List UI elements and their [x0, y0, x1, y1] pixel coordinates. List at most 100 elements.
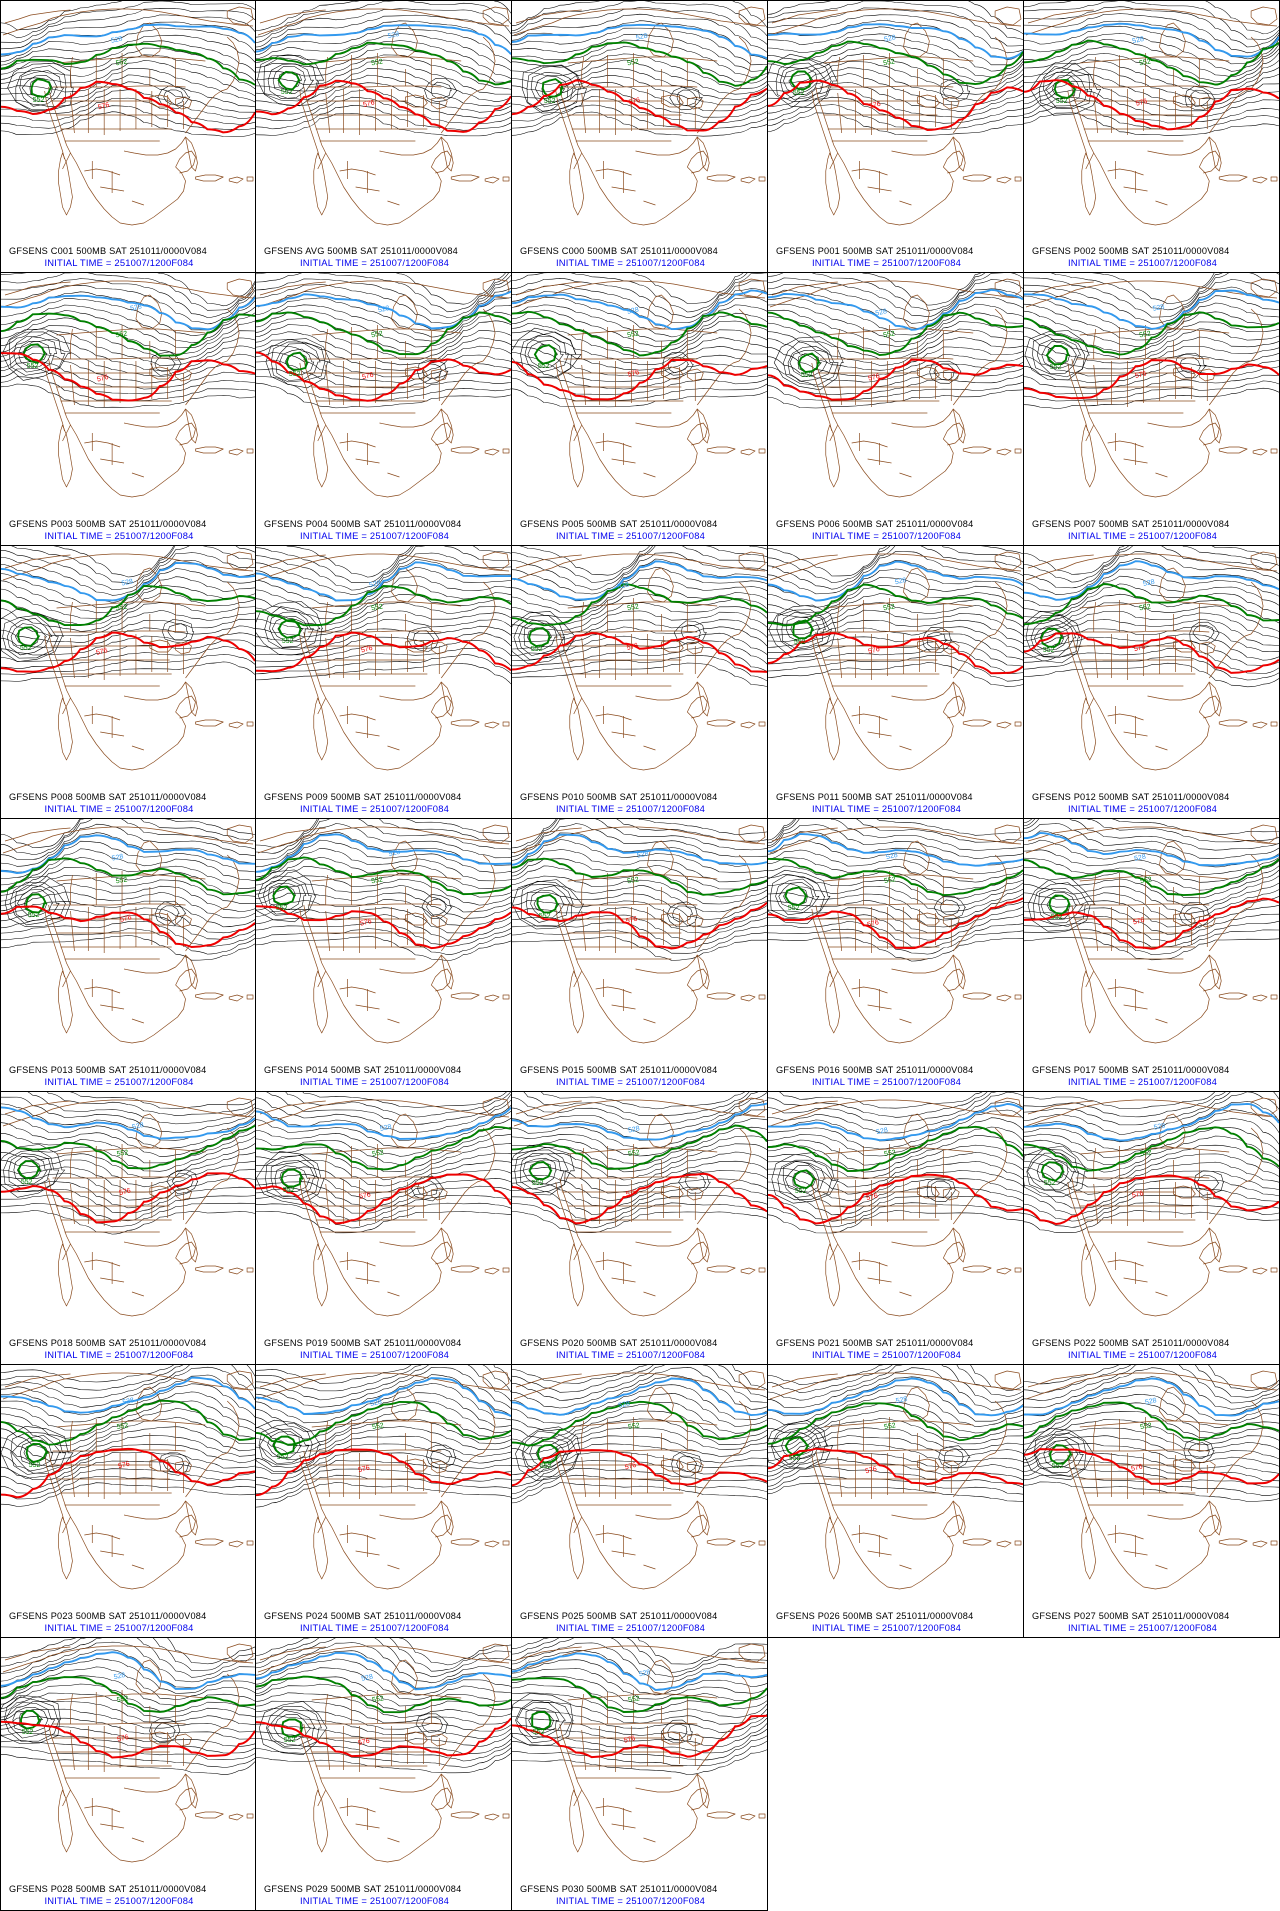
height-contour — [1, 1683, 255, 1712]
panel-caption-line2: INITIAL TIME = 251007/1200F084 — [299, 257, 450, 268]
contour-label-528: 528 — [121, 578, 134, 587]
height-contour — [768, 626, 1023, 654]
height-contour — [1, 1383, 255, 1423]
height-contour — [512, 323, 767, 359]
height-contour — [256, 819, 511, 854]
height-contour — [512, 1092, 759, 1125]
forecast-panel-p027[interactable]: 528 552 552 576 GFSENS P027 500MB SAT 251011… — [1024, 1365, 1280, 1638]
height-contour — [256, 304, 511, 342]
geography-layer — [2, 1643, 254, 1863]
contour-label-552-west: 552 — [20, 645, 32, 652]
forecast-panel-p005[interactable]: 528 552 552 576 GFSENS P005 500MB SAT 251011… — [512, 273, 768, 546]
panel-caption: GFSENS P027 500MB SAT 251011/0000V084 INI… — [1024, 1611, 1279, 1633]
contour-label-528: 528 — [110, 36, 123, 45]
forecast-panel-p029[interactable]: 528 552 552 576 GFSENS P029 500MB SAT 251011… — [256, 1638, 512, 1911]
forecast-panel-p013[interactable]: 528 552 552 576 GFSENS P013 500MB SAT 251011… — [0, 819, 256, 1092]
contour-label-552: 552 — [883, 330, 896, 339]
forecast-panel-avg[interactable]: 528 552 552 576 GFSENS AVG 500MB SAT 251011/… — [256, 0, 512, 273]
height-contour — [256, 928, 511, 955]
secondary-center-contour — [413, 630, 435, 648]
forecast-panel-p003[interactable]: 528 552 552 576 GFSENS P003 500MB SAT 251011… — [0, 273, 256, 546]
height-contour — [512, 59, 767, 95]
forecast-panel-c000[interactable]: 528 552 552 576 GFSENS C000 500MB SAT 251011… — [512, 0, 768, 273]
contour-label-576: 576 — [117, 1734, 130, 1744]
panel-caption-line1: GFSENS P009 500MB SAT 251011/0000V084 — [264, 792, 462, 802]
height-contour — [256, 857, 511, 889]
forecast-panel-p006[interactable]: 528 552 552 576 GFSENS P006 500MB SAT 251011… — [768, 273, 1024, 546]
contour-label-552: 552 — [115, 58, 128, 67]
contour-552 — [768, 583, 1023, 627]
forecast-panel-p001[interactable]: 528 552 552 576 GFSENS P001 500MB SAT 251011… — [768, 0, 1024, 273]
geography-layer — [769, 551, 1022, 771]
forecast-panel-p030[interactable]: 528 552 552 576 GFSENS P030 500MB SAT 251011… — [512, 1638, 768, 1911]
height-contour — [512, 104, 767, 130]
low-center-contour — [1036, 339, 1082, 374]
forecast-panel-p028[interactable]: 528 552 552 576 GFSENS P028 500MB SAT 251011… — [0, 1638, 256, 1911]
height-contour — [1, 291, 255, 331]
height-contour — [1050, 273, 1279, 311]
height-contour — [256, 1143, 511, 1181]
panel-caption-line1: GFSENS P016 500MB SAT 251011/0000V084 — [776, 1065, 974, 1075]
height-contour — [512, 1427, 767, 1461]
forecast-panel-p017[interactable]: 528 552 552 576 GFSENS P017 500MB SAT 251011… — [1024, 819, 1280, 1092]
forecast-panel-p012[interactable]: 528 552 552 576 GFSENS P012 500MB SAT 251011… — [1024, 546, 1280, 819]
contour-label-528: 528 — [1153, 1122, 1166, 1131]
panel-caption-line2: INITIAL TIME = 251007/1200F084 — [44, 1895, 194, 1906]
height-contour — [768, 1144, 1023, 1180]
height-contour — [1, 330, 255, 366]
height-contour — [768, 839, 1023, 874]
height-contour — [779, 1092, 983, 1109]
forecast-panel-p021[interactable]: 528 552 552 576 GFSENS P021 500MB SAT 251011… — [768, 1092, 1024, 1365]
height-contour — [512, 1092, 767, 1134]
height-contour — [256, 819, 511, 848]
height-contour — [1024, 849, 1279, 883]
contour-label-528: 528 — [113, 1672, 126, 1681]
forecast-panel-p010[interactable]: 528 552 552 576 GFSENS P010 500MB SAT 251011… — [512, 546, 768, 819]
forecast-panel-p004[interactable]: 528 552 552 576 GFSENS P004 500MB SAT 251011… — [256, 273, 512, 546]
panel-caption: GFSENS P007 500MB SAT 251011/0000V084 INI… — [1024, 519, 1279, 541]
forecast-panel-p008[interactable]: 528 552 552 576 GFSENS P008 500MB SAT 251011… — [0, 546, 256, 819]
forecast-panel-c001[interactable]: 528 552 552 576 GFSENS C001 500MB SAT 251011… — [0, 0, 256, 273]
forecast-panel-p015[interactable]: 528 552 552 576 GFSENS P015 500MB SAT 251011… — [512, 819, 768, 1092]
forecast-panel-p011[interactable]: 528 552 552 576 GFSENS P011 500MB SAT 251011… — [768, 546, 1024, 819]
height-contour — [1, 875, 255, 904]
forecast-panel-p007[interactable]: 528 552 552 576 GFSENS P007 500MB SAT 251011… — [1024, 273, 1280, 546]
height-contour — [1, 273, 255, 311]
contour-label-528: 528 — [627, 306, 640, 315]
low-center-contour — [21, 75, 58, 102]
height-contour — [256, 1097, 511, 1133]
forecast-panel-p024[interactable]: 528 552 552 576 GFSENS P024 500MB SAT 251011… — [256, 1365, 512, 1638]
contour-528 — [512, 833, 767, 866]
height-contour — [768, 921, 1023, 948]
height-contour — [512, 1474, 767, 1500]
height-contour — [1, 1666, 255, 1700]
forecast-panel-p026[interactable]: 528 552 552 576 GFSENS P026 500MB SAT 251011… — [768, 1365, 1024, 1638]
height-contour — [1024, 318, 1279, 353]
panel-caption: GFSENS P014 500MB SAT 251011/0000V084 INI… — [256, 1065, 511, 1087]
contour-label-552-west: 552 — [1051, 914, 1063, 921]
forecast-panel-p018[interactable]: 528 552 552 576 GFSENS P018 500MB SAT 251011… — [0, 1092, 256, 1365]
forecast-panel-p002[interactable]: 528 552 552 576 GFSENS P002 500MB SAT 251011… — [1024, 0, 1280, 273]
forecast-panel-p022[interactable]: 528 552 552 576 GFSENS P022 500MB SAT 251011… — [1024, 1092, 1280, 1365]
forecast-panel-p019[interactable]: 528 552 552 576 GFSENS P019 500MB SAT 251011… — [256, 1092, 512, 1365]
forecast-panel-p014[interactable]: 528 552 552 576 GFSENS P014 500MB SAT 251011… — [256, 819, 512, 1092]
height-contour — [1, 360, 255, 390]
height-contour — [1, 54, 255, 90]
height-contour — [768, 382, 1023, 402]
contour-label-552: 552 — [372, 1422, 385, 1431]
forecast-panel-p025[interactable]: 528 552 552 576 GFSENS P025 500MB SAT 251011… — [512, 1365, 768, 1638]
contour-528 — [768, 832, 1023, 867]
forecast-panel-p016[interactable]: 528 552 552 576 GFSENS P016 500MB SAT 251011… — [768, 819, 1024, 1092]
height-contour — [1, 1732, 255, 1754]
low-center-contour — [523, 623, 558, 651]
forecast-panel-p009[interactable]: 528 552 552 576 GFSENS P009 500MB SAT 251011… — [256, 546, 512, 819]
contour-label-576: 576 — [1133, 644, 1146, 654]
contour-528 — [256, 561, 511, 602]
low-center-contour — [512, 611, 577, 665]
contour-528 — [1, 1106, 255, 1140]
secondary-center-contour — [415, 1713, 449, 1738]
forecast-panel-p023[interactable]: 528 552 552 576 GFSENS P023 500MB SAT 251011… — [0, 1365, 256, 1638]
height-contour — [1024, 546, 1279, 575]
forecast-panel-p020[interactable]: 528 552 552 576 GFSENS P020 500MB SAT 251011… — [512, 1092, 768, 1365]
low-center-contour — [775, 878, 820, 916]
